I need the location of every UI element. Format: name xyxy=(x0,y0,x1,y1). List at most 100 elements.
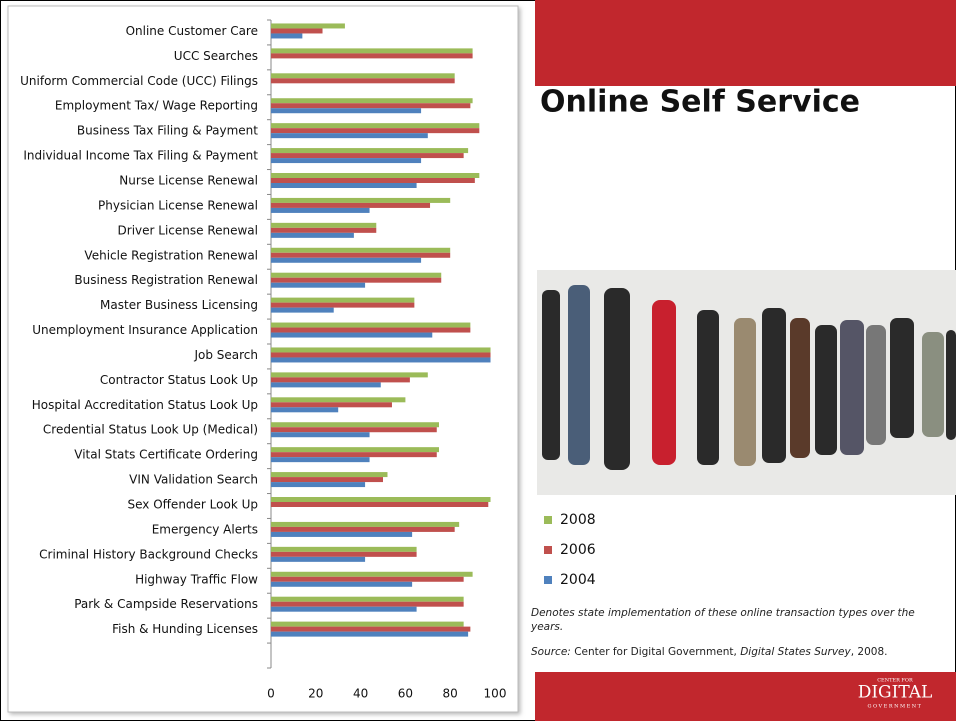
bar xyxy=(271,457,370,462)
bar xyxy=(271,203,430,208)
bar xyxy=(271,33,302,38)
bar xyxy=(271,298,414,303)
bar xyxy=(271,497,491,502)
y-tick-label: Sex Offender Look Up xyxy=(128,498,258,512)
bar xyxy=(271,577,464,582)
bar xyxy=(271,303,414,308)
y-tick-label: Park & Campside Reservations xyxy=(74,597,258,611)
bar xyxy=(271,527,455,532)
y-tick-label: Highway Traffic Flow xyxy=(135,572,258,586)
x-tick-label: 20 xyxy=(308,687,323,701)
y-tick-label: Driver License Renewal xyxy=(118,223,258,237)
bar xyxy=(271,522,459,527)
bar xyxy=(271,452,437,457)
y-tick-label: Master Business Licensing xyxy=(100,298,258,312)
top-band xyxy=(535,0,956,86)
bar xyxy=(271,328,470,333)
x-tick-label: 100 xyxy=(484,687,507,701)
legend-label: 2006 xyxy=(560,542,596,558)
bar xyxy=(271,333,432,338)
bar xyxy=(271,103,470,108)
y-tick-label: Vehicle Registration Renewal xyxy=(84,248,258,262)
bar xyxy=(271,447,439,452)
bar xyxy=(271,323,470,328)
x-tick-label: 80 xyxy=(443,687,458,701)
y-tick-label: Credential Status Look Up (Medical) xyxy=(43,423,258,437)
bar xyxy=(271,607,417,612)
bar xyxy=(271,432,370,437)
bar xyxy=(271,208,370,213)
bar xyxy=(271,253,450,258)
y-tick-label: Hospital Accreditation Status Look Up xyxy=(32,398,258,412)
bar xyxy=(271,622,464,627)
legend-swatch xyxy=(544,516,552,524)
bar xyxy=(271,502,488,507)
bar xyxy=(271,148,468,153)
source-title: Digital States Survey xyxy=(740,646,851,658)
y-tick-label: Employment Tax/ Wage Reporting xyxy=(55,99,258,113)
y-tick-label: Emergency Alerts xyxy=(152,522,258,536)
y-tick-label: Contractor Status Look Up xyxy=(100,373,258,387)
bar xyxy=(271,377,410,382)
bar xyxy=(271,248,450,253)
legend-label: 2008 xyxy=(560,512,596,528)
bar xyxy=(271,258,421,263)
bar xyxy=(271,407,338,412)
bar xyxy=(271,422,439,427)
bar xyxy=(271,133,428,138)
bar xyxy=(271,278,441,283)
bar xyxy=(271,158,421,163)
bar xyxy=(271,427,437,432)
bar xyxy=(271,597,464,602)
x-tick-label: 0 xyxy=(267,687,275,701)
bar xyxy=(271,397,405,402)
bar xyxy=(271,532,412,537)
y-tick-label: Individual Income Tax Filing & Payment xyxy=(23,149,258,163)
bar xyxy=(271,347,491,352)
bar xyxy=(271,547,417,552)
source-end: , 2008. xyxy=(851,646,888,658)
bar xyxy=(271,123,479,128)
bar xyxy=(271,572,473,577)
x-tick-label: 60 xyxy=(398,687,413,701)
bar xyxy=(271,48,473,53)
y-tick-label: VIN Validation Search xyxy=(129,473,258,487)
bar xyxy=(271,402,392,407)
y-tick-label: Business Tax Filing & Payment xyxy=(77,124,258,138)
y-tick-label: Business Registration Renewal xyxy=(74,273,258,287)
bar xyxy=(271,183,417,188)
legend-label: 2004 xyxy=(560,572,596,588)
bar xyxy=(271,627,470,632)
y-tick-label: Vital Stats Certificate Ordering xyxy=(74,448,258,462)
legend-swatch xyxy=(544,546,552,554)
bar xyxy=(271,128,479,133)
bar xyxy=(271,472,387,477)
bar xyxy=(271,372,428,377)
bar xyxy=(271,283,365,288)
bar xyxy=(271,178,475,183)
note: Denotes state implementation of these on… xyxy=(531,606,946,634)
bar xyxy=(271,173,479,178)
bar xyxy=(271,198,450,203)
y-tick-label: Physician License Renewal xyxy=(98,198,258,212)
bar xyxy=(271,108,421,113)
bar xyxy=(271,482,365,487)
bar xyxy=(271,308,334,313)
source-text: Center for Digital Government, xyxy=(574,646,737,658)
y-tick-label: Unemployment Insurance Application xyxy=(32,323,258,337)
bar xyxy=(271,223,376,228)
bar xyxy=(271,602,464,607)
bar xyxy=(271,582,412,587)
bar xyxy=(271,552,417,557)
bar xyxy=(271,477,383,482)
y-tick-label: Uniform Commercial Code (UCC) Filings xyxy=(20,74,258,88)
photo xyxy=(537,270,956,495)
bar xyxy=(271,273,441,278)
y-tick-label: Fish & Hunding Licenses xyxy=(112,622,258,636)
bar xyxy=(271,233,354,238)
bar xyxy=(271,352,491,357)
source-label: Source: xyxy=(531,646,571,658)
logo-bottom: GOVERNMENT xyxy=(868,704,923,710)
bar xyxy=(271,28,323,33)
bar xyxy=(271,78,455,83)
